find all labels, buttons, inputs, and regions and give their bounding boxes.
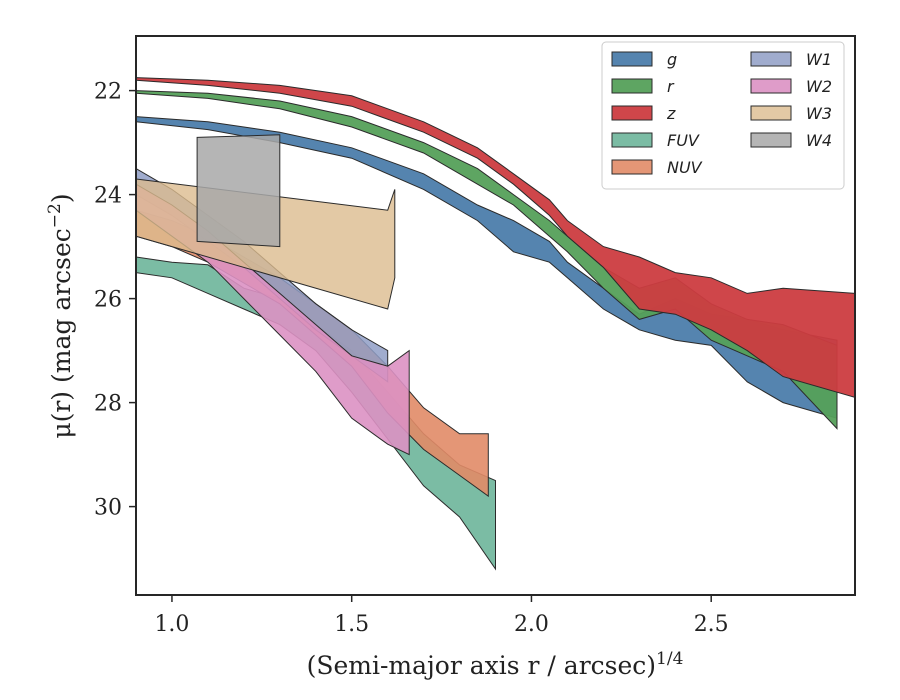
legend-swatch-w3 bbox=[750, 105, 792, 121]
legend-label-w2: W2 bbox=[806, 77, 832, 96]
y-tick-label: 24 bbox=[94, 184, 122, 209]
band-r bbox=[136, 90, 838, 430]
x-axis-title: (Semi-major axis r / arcsec)1/4 bbox=[307, 649, 684, 680]
legend-swatch-w1 bbox=[750, 51, 792, 67]
legend-label-g: g bbox=[667, 50, 677, 69]
legend-label-w1: W1 bbox=[806, 50, 832, 69]
legend-swatch-fuv bbox=[611, 132, 653, 148]
y-tick-label: 28 bbox=[94, 392, 122, 417]
legend: grz FUV NUV W1 W2 W3 W4 bbox=[601, 41, 845, 190]
y-axis-title-exponent: −2 bbox=[45, 203, 65, 228]
y-axis: 22 24 26 28 30 bbox=[94, 80, 136, 521]
legend-label-w3: W3 bbox=[806, 104, 832, 123]
legend-swatch-r bbox=[611, 78, 653, 94]
x-axis-title-exponent: 1/4 bbox=[656, 649, 683, 669]
legend-swatch-w2 bbox=[750, 78, 792, 94]
legend-label-fuv: FUV bbox=[667, 131, 700, 150]
legend-label-z: z bbox=[666, 104, 676, 123]
x-tick-label: 1.0 bbox=[154, 612, 189, 637]
legend-label-w4: W4 bbox=[806, 131, 832, 150]
legend-label-nuv: NUV bbox=[667, 158, 703, 177]
plot-frame bbox=[135, 35, 856, 596]
x-tick-label: 2.5 bbox=[694, 612, 729, 637]
band-w4 bbox=[196, 134, 281, 248]
legend-swatch-w4 bbox=[750, 132, 792, 148]
y-axis-title: μ(r) (mag arcsec−2) bbox=[45, 193, 76, 438]
legend-swatch-nuv bbox=[611, 159, 653, 175]
y-tick-label: 22 bbox=[94, 80, 122, 105]
y-axis-title-tail: ) bbox=[47, 193, 76, 203]
legend-swatch-z bbox=[611, 105, 653, 121]
legend-label-r: r bbox=[667, 77, 675, 96]
y-tick-label: 30 bbox=[94, 496, 122, 521]
y-tick-label: 26 bbox=[94, 288, 122, 313]
band-z bbox=[136, 77, 855, 398]
legend-swatch-g bbox=[611, 51, 653, 67]
x-tick-label: 2.0 bbox=[514, 612, 549, 637]
x-tick-label: 1.5 bbox=[334, 612, 369, 637]
data-bands bbox=[136, 77, 855, 571]
x-axis: 1.0 1.5 2.0 2.5 bbox=[154, 595, 729, 637]
